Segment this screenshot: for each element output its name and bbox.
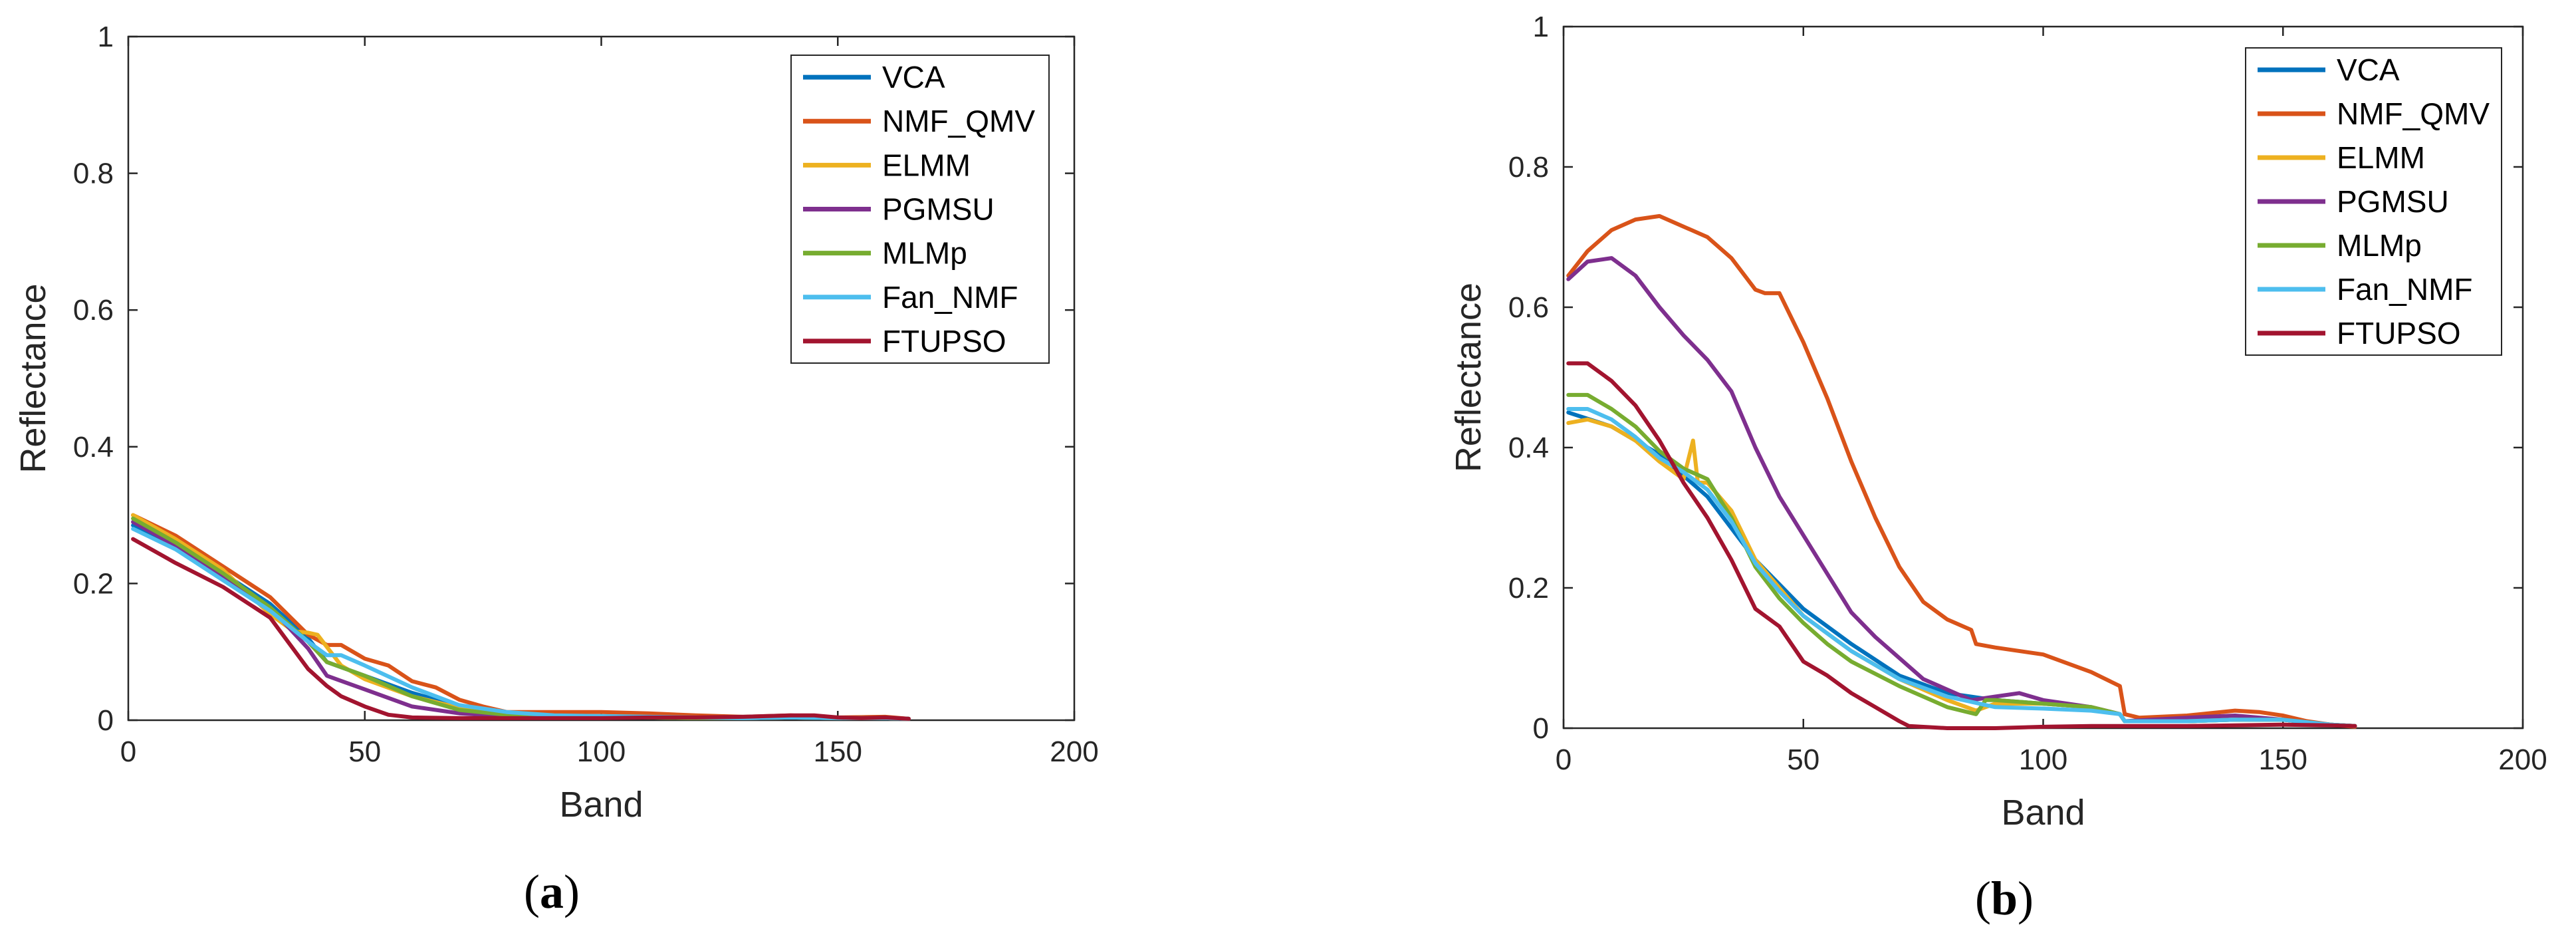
y-tick-label: 0	[1533, 712, 1549, 745]
legend-label: MLMp	[2337, 228, 2422, 263]
x-axis-label: Band	[559, 785, 643, 825]
panel-caption: (b)	[1975, 872, 2034, 925]
legend-label: VCA	[2337, 53, 2400, 87]
chart-panel-a: 0 50 100 150 200 0 0.2 0.4 0.6 0.8 1 Band Reflectanc…	[13, 21, 1099, 918]
y-tick-label: 0.8	[1508, 151, 1549, 184]
y-tick-label: 0.4	[1508, 432, 1549, 464]
legend: VCA NMF_QMV ELMM PGMSU MLMp Fan_NMF FTUPSO	[2245, 47, 2502, 356]
y-tick-label: 0.2	[1508, 572, 1549, 604]
legend-label: FTUPSO	[882, 324, 1006, 358]
series-line-ftupso	[1566, 361, 2357, 730]
y-tick-label: 0	[98, 704, 114, 737]
legend-label: Fan_NMF	[2337, 272, 2472, 307]
x-tick-label: 50	[348, 735, 381, 768]
series-line-fan-nmf	[1566, 407, 2357, 728]
legend-label: ELMM	[882, 148, 971, 182]
y-tick-label: 0.2	[73, 567, 114, 600]
legend-label: PGMSU	[882, 192, 995, 227]
y-tick-label: 1	[98, 21, 114, 53]
legend-label: PGMSU	[2337, 184, 2449, 219]
x-tick-label: 100	[2019, 743, 2067, 776]
y-tick-label: 0.6	[73, 294, 114, 327]
x-tick-label: 0	[1556, 743, 1572, 776]
y-tick-label: 0.8	[73, 158, 114, 190]
y-tick-label: 1	[1533, 11, 1549, 43]
legend-label: MLMp	[882, 236, 967, 271]
x-tick-label: 200	[1050, 735, 1098, 768]
series-line-ftupso	[131, 537, 911, 721]
series-line-nmf-qmv	[1566, 213, 2357, 729]
x-tick-label: 150	[2259, 743, 2307, 776]
x-tick-label: 100	[577, 735, 626, 768]
legend: VCA NMF_QMV ELMM PGMSU MLMp Fan_NMF FTUPSO	[790, 55, 1050, 364]
x-tick-label: 0	[120, 735, 136, 768]
y-tick-label: 0.6	[1508, 291, 1549, 324]
y-tick-label: 0.4	[73, 431, 114, 464]
y-axis-label: Reflectance	[1449, 283, 1488, 472]
panel-caption: (a)	[524, 865, 580, 918]
x-tick-label: 50	[1787, 743, 1819, 776]
legend-label: ELMM	[2337, 140, 2425, 175]
x-tick-label: 200	[2498, 743, 2547, 776]
legend-label: Fan_NMF	[882, 280, 1018, 315]
x-axis-label: Band	[2001, 793, 2085, 833]
chart-panel-b: 0 50 100 150 200 0 0.2 0.4 0.6 0.8 1 Band Reflectanc…	[1449, 11, 2547, 925]
y-axis-label: Reflectance	[13, 283, 53, 473]
legend-label: VCA	[882, 60, 945, 94]
legend-label: NMF_QMV	[2337, 96, 2490, 131]
x-tick-label: 150	[814, 735, 862, 768]
legend-label: NMF_QMV	[882, 104, 1035, 138]
legend-label: FTUPSO	[2337, 316, 2461, 350]
